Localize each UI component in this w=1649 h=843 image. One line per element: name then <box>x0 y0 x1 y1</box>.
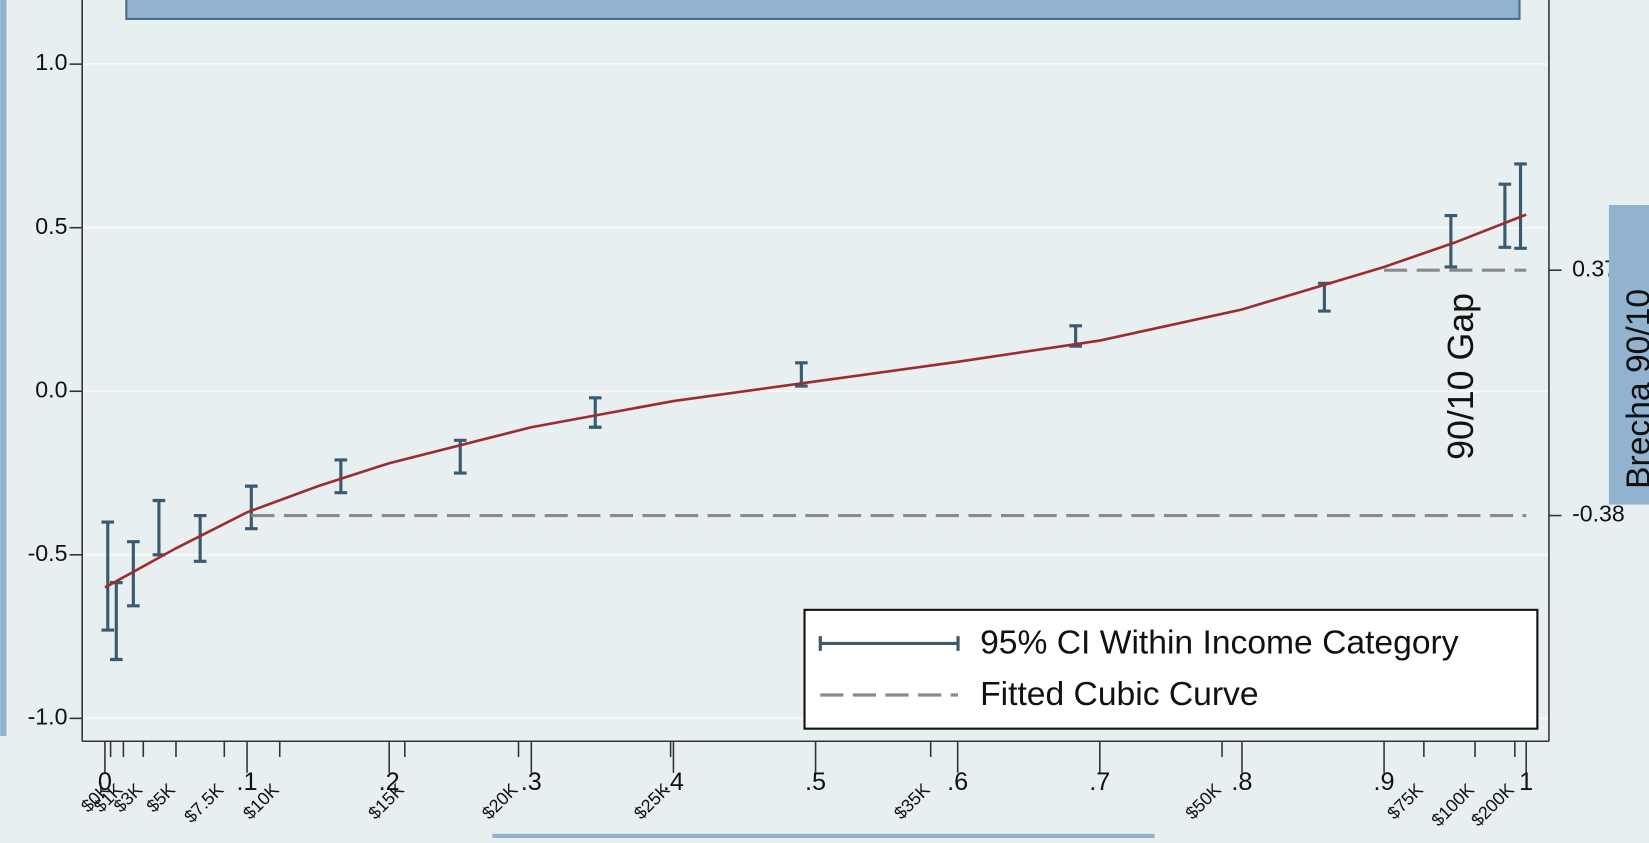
x-tick-label: .6 <box>947 768 968 796</box>
x-tick-label: .5 <box>805 768 826 796</box>
y-tick-label: 0.0 <box>35 376 67 402</box>
x-tick-label: 0 <box>98 768 112 796</box>
side-box-bg <box>1608 205 1649 505</box>
legend: 95% CI Within Income Category Fitted Cubi… <box>803 608 1539 730</box>
side-box: Brecha 90/10 <box>1608 205 1649 505</box>
overlay-strip <box>0 0 7 737</box>
error-bar <box>1514 162 1527 250</box>
x-tick-label: .9 <box>1374 768 1395 796</box>
legend-symbol <box>818 636 960 651</box>
dashed-line <box>251 268 1527 518</box>
y-tick-label: -0.5 <box>28 540 68 566</box>
error-bar <box>588 396 602 429</box>
error-bar <box>101 520 115 632</box>
y2-tick-label: -0.38 <box>1572 501 1625 527</box>
y-tick-label: 1.0 <box>35 49 67 75</box>
legend-label: 95% CI Within Income Category <box>980 624 1459 661</box>
annotation: 90/10 Gap <box>1441 293 1481 460</box>
error-bar <box>1444 214 1458 269</box>
overlay-box <box>492 833 1155 843</box>
error-bar <box>193 513 207 563</box>
y-tick-label: 0.5 <box>35 213 67 239</box>
x-tick-label: .1 <box>237 768 258 796</box>
side-label: Brecha 90/10 <box>1620 289 1649 489</box>
error-bar <box>1498 182 1512 249</box>
error-bar <box>245 484 258 531</box>
x-tick-label: .3 <box>521 768 542 796</box>
y-tick-label: -1.0 <box>28 703 68 729</box>
x-tick-label: .7 <box>1089 768 1110 796</box>
x-tick-label: .2 <box>379 768 400 796</box>
error-bar <box>334 458 348 495</box>
x-tick-label: .4 <box>663 768 684 796</box>
error-bar <box>127 540 140 608</box>
x-tick-label: 1 <box>1519 768 1533 796</box>
x-tick-label: .8 <box>1231 768 1252 796</box>
fit-curve <box>104 213 1527 589</box>
overlay-box <box>125 0 1521 20</box>
legend-box <box>803 608 1539 730</box>
legend-label: Fitted Cubic Curve <box>980 676 1258 713</box>
